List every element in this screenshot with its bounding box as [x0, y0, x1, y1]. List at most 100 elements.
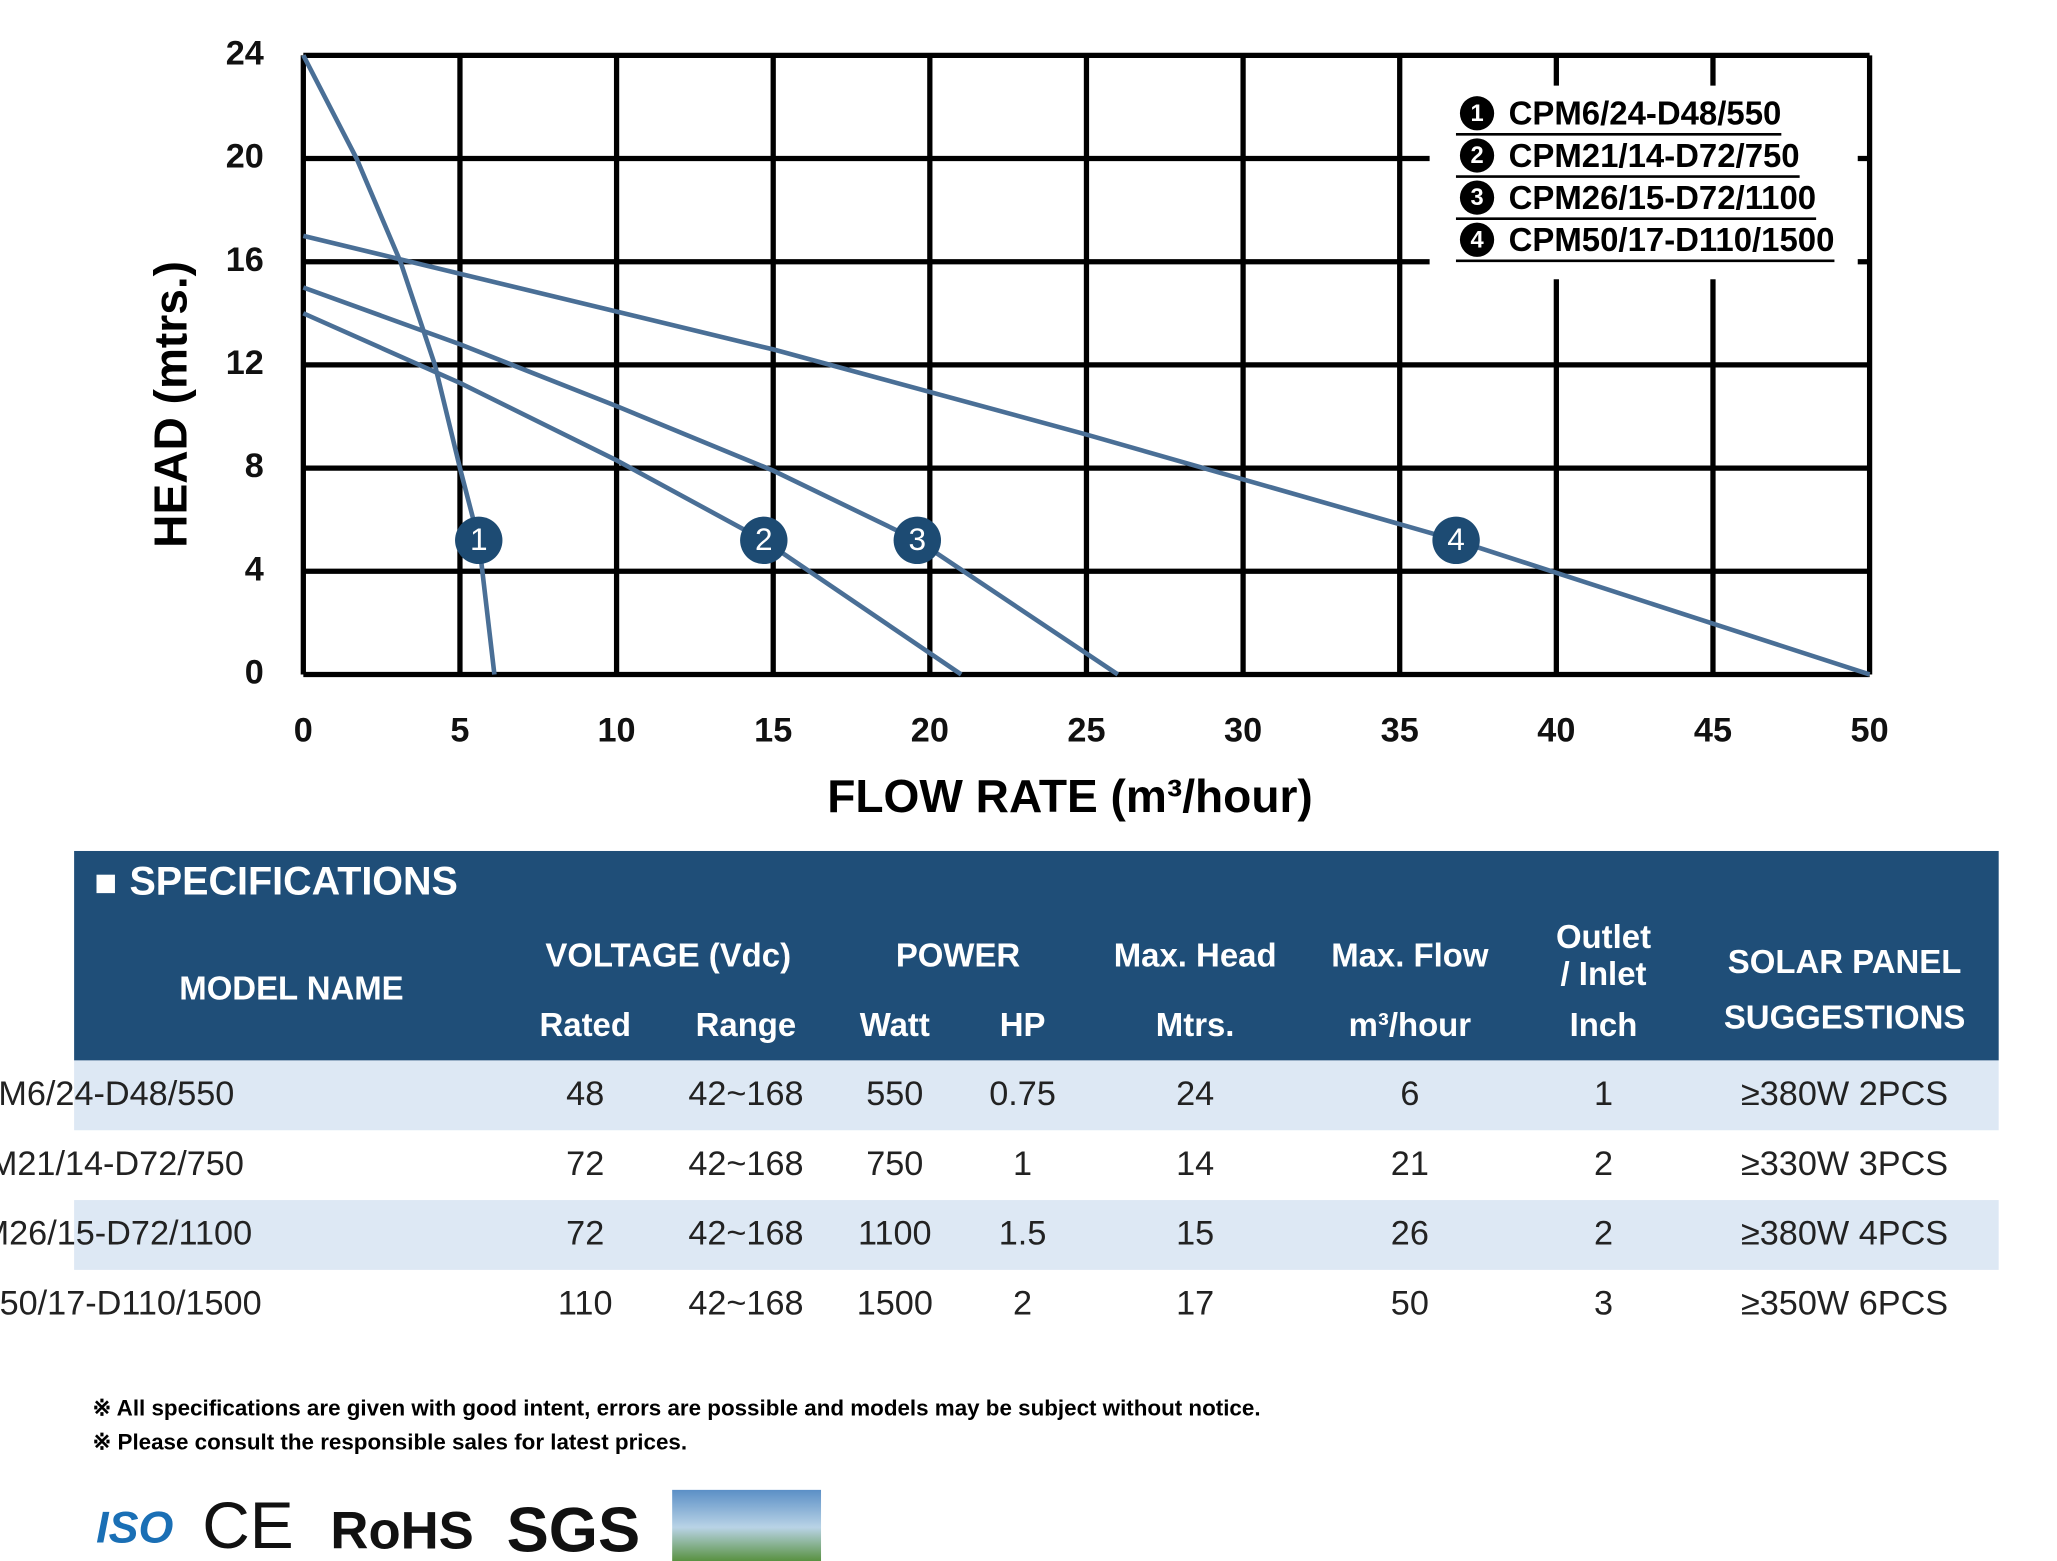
- table-cell: 26: [1391, 1215, 1429, 1253]
- th: Max. Flow: [1331, 936, 1489, 973]
- y-tick-label: 8: [245, 447, 264, 485]
- x-tick-label: 25: [1067, 711, 1105, 749]
- th: Max. Head: [1114, 936, 1277, 973]
- table-cell: 1: [1013, 1145, 1032, 1183]
- x-tick-label: 10: [598, 711, 636, 749]
- y-tick-label: 12: [226, 344, 264, 382]
- marker-label: 3: [909, 521, 927, 557]
- legend-badge-label: 2: [1470, 143, 1483, 169]
- legend-entry: CPM21/14-D72/750: [1509, 137, 1800, 174]
- logo-iso: ISO: [96, 1503, 173, 1553]
- logo-ce: CE: [202, 1488, 294, 1561]
- table-cell: 1500: [857, 1284, 933, 1322]
- table-cell: ≥330W 3PCS: [1741, 1145, 1948, 1183]
- table-cell: ≥350W 6PCS: [1741, 1284, 1948, 1322]
- solar-photo: [672, 1489, 822, 1561]
- note: ※ All specifications are given with good…: [93, 1395, 1261, 1420]
- table-cell: CPM6/24-D48/550: [0, 1075, 234, 1113]
- legend-badge-label: 4: [1470, 227, 1484, 253]
- th: POWER: [896, 936, 1021, 973]
- curve-marker: [893, 516, 942, 565]
- table-title: SPECIFICATIONS: [129, 859, 457, 903]
- legend-badge: [1459, 222, 1495, 257]
- table-cell: 15: [1176, 1215, 1214, 1253]
- x-tick-label: 35: [1381, 711, 1419, 749]
- table-cell: 72: [566, 1215, 604, 1253]
- x-tick-label: 40: [1537, 711, 1575, 749]
- legend-badge: [1459, 96, 1495, 131]
- table-cell: 0.75: [989, 1075, 1056, 1113]
- th: Range: [696, 1006, 797, 1043]
- table-cell: 42~168: [688, 1215, 803, 1253]
- th: Inch: [1570, 1006, 1638, 1043]
- y-tick-label: 0: [245, 654, 264, 692]
- th: Mtrs.: [1156, 1006, 1235, 1043]
- table-cell: 110: [558, 1284, 613, 1322]
- marker-label: 4: [1447, 521, 1465, 557]
- y-tick-label: 24: [226, 34, 264, 72]
- table-header-band: [74, 850, 1999, 1061]
- legend-entry: CPM50/17-D110/1500: [1509, 221, 1835, 258]
- th: / Inlet: [1561, 955, 1647, 992]
- th: SUGGESTIONS: [1724, 998, 1965, 1035]
- y-tick-label: 20: [226, 138, 264, 176]
- th: HP: [1000, 1006, 1046, 1043]
- table-cell: 1.5: [999, 1215, 1047, 1253]
- x-tick-label: 30: [1224, 711, 1262, 749]
- curve: [302, 233, 1871, 677]
- x-tick-label: 45: [1694, 711, 1732, 749]
- marker-label: 2: [755, 521, 773, 557]
- th: Rated: [539, 1006, 630, 1043]
- title-square: [96, 874, 115, 894]
- logo-sgs: SGS: [507, 1495, 641, 1561]
- table-cell: 48: [566, 1075, 604, 1113]
- row-stripe: [74, 1200, 1999, 1270]
- y-tick-label: 16: [226, 241, 264, 279]
- curve-marker: [455, 516, 503, 565]
- table-cell: 72: [566, 1145, 604, 1183]
- logo-rohs: RoHS: [330, 1502, 473, 1561]
- th: Outlet: [1556, 918, 1651, 955]
- th: MODEL NAME: [179, 969, 403, 1006]
- table-cell: ≥380W 2PCS: [1741, 1075, 1948, 1113]
- curve: [302, 311, 963, 677]
- legend-entry: CPM26/15-D72/1100: [1509, 179, 1816, 216]
- table-cell: 42~168: [688, 1284, 803, 1322]
- x-tick-label: 5: [450, 711, 469, 749]
- th: SOLAR PANEL: [1728, 943, 1962, 980]
- x-tick-label: 15: [754, 711, 792, 749]
- legend-badge-label: 1: [1470, 101, 1483, 127]
- legend-badge-label: 3: [1470, 185, 1483, 211]
- table-cell: 24: [1176, 1075, 1214, 1113]
- y-axis-title: HEAD (mtrs.): [144, 261, 196, 548]
- legend-box: [1429, 85, 1858, 280]
- table-cell: 6: [1400, 1075, 1419, 1113]
- table-cell: 2: [1594, 1215, 1613, 1253]
- curve: [302, 285, 1120, 677]
- y-tick-label: 4: [245, 550, 264, 588]
- x-tick-label: 50: [1851, 711, 1889, 749]
- table-cell: 1: [1594, 1075, 1613, 1113]
- table-cell: 750: [866, 1145, 923, 1183]
- x-tick-label: 0: [294, 711, 313, 749]
- marker-label: 1: [470, 521, 488, 557]
- table-cell: 42~168: [688, 1145, 803, 1183]
- x-tick-label: 20: [911, 711, 949, 749]
- row-stripe: [74, 1060, 1999, 1131]
- table-cell: 3: [1594, 1284, 1613, 1322]
- legend-badge: [1459, 138, 1495, 173]
- legend-entry: CPM6/24-D48/550: [1509, 95, 1782, 132]
- th: VOLTAGE (Vdc): [545, 936, 791, 973]
- table-cell: 1100: [858, 1215, 932, 1253]
- note: ※ Please consult the responsible sales f…: [93, 1430, 688, 1455]
- table-cell: 14: [1176, 1145, 1214, 1183]
- table-cell: CPM21/14-D72/750: [0, 1145, 244, 1183]
- table-cell: CPM50/17-D110/1500: [0, 1284, 262, 1322]
- th: m³/hour: [1349, 1006, 1472, 1043]
- curve-marker: [1432, 516, 1480, 565]
- table-cell: 550: [866, 1075, 923, 1113]
- table-cell: 17: [1176, 1284, 1214, 1322]
- table-cell: ≥380W 4PCS: [1741, 1215, 1948, 1253]
